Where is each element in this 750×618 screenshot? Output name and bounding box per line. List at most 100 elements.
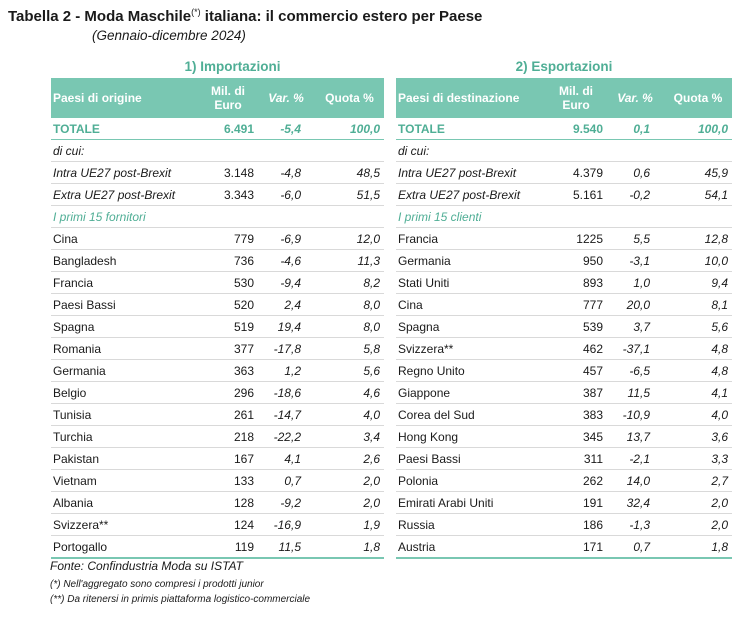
cell-variation: -3,1	[606, 249, 664, 272]
cell-country: Giappone	[396, 381, 546, 404]
di-cui-row-label: di cui:	[396, 139, 732, 162]
header-share: Quota %	[664, 78, 732, 118]
footnote-platform: (**) Da ritenersi in primis piattaforma …	[50, 594, 311, 605]
cell-value: 186	[546, 513, 606, 536]
cell-country: TOTALE	[396, 118, 546, 140]
cell-value: 218	[199, 425, 257, 448]
cell-variation: 19,4	[257, 315, 315, 338]
cell-share: 4,1	[664, 381, 732, 404]
cell-value: 345	[546, 425, 606, 448]
cell-country: Germania	[51, 359, 199, 382]
cell-value: 4.379	[546, 161, 606, 184]
cell-country: Extra UE27 post-Brexit	[396, 183, 546, 206]
cell-variation: -0,2	[606, 183, 664, 206]
imports-body: TOTALE 6.491 -5,4 100,0 di cui: Intra UE27 po…	[51, 118, 384, 559]
cell-variation: -4,8	[257, 161, 315, 184]
cell-share: 2,6	[315, 447, 384, 470]
header-value: Mil. di Euro	[199, 78, 257, 118]
header-variation: Var. %	[606, 78, 664, 118]
table-row: Francia 530 -9,4 8,2	[51, 271, 384, 294]
cell-country: Francia	[396, 227, 546, 250]
table-row: Pakistan 167 4,1 2,6	[51, 447, 384, 470]
cell-country: Hong Kong	[396, 425, 546, 448]
cell-value: 296	[199, 381, 257, 404]
table-row: Romania 377 -17,8 5,8	[51, 337, 384, 360]
cell-variation: 0,7	[606, 535, 664, 559]
table-row: Spagna 539 3,7 5,6	[396, 315, 732, 338]
cell-value: 261	[199, 403, 257, 426]
cell-variation: -14,7	[257, 403, 315, 426]
cell-value: 387	[546, 381, 606, 404]
cell-share: 8,0	[315, 315, 384, 338]
cell-country: Turchia	[51, 425, 199, 448]
cell-variation: -1,3	[606, 513, 664, 536]
imports-section-title: 1) Importazioni	[184, 59, 281, 74]
cell-share: 9,4	[664, 271, 732, 294]
table-row: Paesi Bassi 520 2,4 8,0	[51, 293, 384, 316]
cell-variation: -6,0	[257, 183, 315, 206]
cell-country: Portogallo	[51, 535, 199, 559]
cell-value: 6.491	[199, 118, 257, 140]
cell-share: 1,8	[315, 535, 384, 559]
di-cui-row: di cui:	[396, 139, 732, 162]
cell-value: 457	[546, 359, 606, 382]
cell-country: Romania	[51, 337, 199, 360]
cell-country: Belgio	[51, 381, 199, 404]
di-cui-row: di cui:	[51, 139, 384, 162]
cell-value: 1225	[546, 227, 606, 250]
cell-value: 191	[546, 491, 606, 514]
header-country: Paesi di origine	[51, 78, 199, 118]
cell-share: 2,0	[664, 513, 732, 536]
table-row: Stati Uniti 893 1,0 9,4	[396, 271, 732, 294]
cell-variation: 0,1	[606, 118, 664, 140]
cell-value: 171	[546, 535, 606, 559]
table-row: Svizzera** 124 -16,9 1,9	[51, 513, 384, 536]
table-row: Corea del Sud 383 -10,9 4,0	[396, 403, 732, 426]
cell-country: Cina	[396, 293, 546, 316]
cell-variation: 1,0	[606, 271, 664, 294]
cell-value: 9.540	[546, 118, 606, 140]
table-row: Albania 128 -9,2 2,0	[51, 491, 384, 514]
cell-share: 51,5	[315, 183, 384, 206]
table-row: Paesi Bassi 311 -2,1 3,3	[396, 447, 732, 470]
cell-value: 119	[199, 535, 257, 559]
cell-value: 128	[199, 491, 257, 514]
cell-value: 363	[199, 359, 257, 382]
cell-value: 519	[199, 315, 257, 338]
cell-variation: 32,4	[606, 491, 664, 514]
cell-variation: -16,9	[257, 513, 315, 536]
table-row: Polonia 262 14,0 2,7	[396, 469, 732, 492]
table-row: Tunisia 261 -14,7 4,0	[51, 403, 384, 426]
table-row: Germania 950 -3,1 10,0	[396, 249, 732, 272]
table-row: Svizzera** 462 -37,1 4,8	[396, 337, 732, 360]
imports-panel: 1) Importazioni Paesi di origine Mil. di…	[51, 56, 384, 559]
cell-variation: -37,1	[606, 337, 664, 360]
top-partners-label-row-label: I primi 15 fornitori	[51, 205, 384, 228]
cell-share: 4,8	[664, 337, 732, 360]
cell-variation: 0,6	[606, 161, 664, 184]
cell-country: Svizzera**	[396, 337, 546, 360]
imports-table: Paesi di origine Mil. di Euro Var. % Quo…	[51, 78, 384, 559]
cell-variation: 2,4	[257, 293, 315, 316]
page-subtitle: (Gennaio-dicembre 2024)	[92, 28, 246, 43]
cell-country: Cina	[51, 227, 199, 250]
table-row: Vietnam 133 0,7 2,0	[51, 469, 384, 492]
cell-country: Vietnam	[51, 469, 199, 492]
cell-share: 3,6	[664, 425, 732, 448]
cell-country: Tunisia	[51, 403, 199, 426]
cell-share: 4,0	[664, 403, 732, 426]
exports-section-title: 2) Esportazioni	[515, 59, 613, 74]
cell-country: Austria	[396, 535, 546, 559]
cell-country: Paesi Bassi	[51, 293, 199, 316]
cell-share: 8,0	[315, 293, 384, 316]
cell-variation: 13,7	[606, 425, 664, 448]
cell-share: 3,4	[315, 425, 384, 448]
cell-variation: 1,2	[257, 359, 315, 382]
cell-variation: -4,6	[257, 249, 315, 272]
cell-share: 4,6	[315, 381, 384, 404]
cell-share: 100,0	[664, 118, 732, 140]
cell-share: 12,0	[315, 227, 384, 250]
cell-variation: -9,2	[257, 491, 315, 514]
cell-country: Polonia	[396, 469, 546, 492]
cell-variation: 11,5	[257, 535, 315, 559]
